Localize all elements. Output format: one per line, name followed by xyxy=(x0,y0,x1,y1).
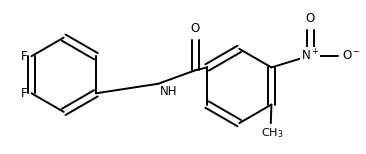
Text: CH$_3$: CH$_3$ xyxy=(261,127,283,140)
Text: F: F xyxy=(20,87,27,100)
Text: O: O xyxy=(191,22,200,35)
Text: O$^-$: O$^-$ xyxy=(342,49,361,62)
Text: NH: NH xyxy=(159,85,177,98)
Text: N$^+$: N$^+$ xyxy=(301,48,320,63)
Text: O: O xyxy=(306,12,315,25)
Text: F: F xyxy=(20,50,27,63)
